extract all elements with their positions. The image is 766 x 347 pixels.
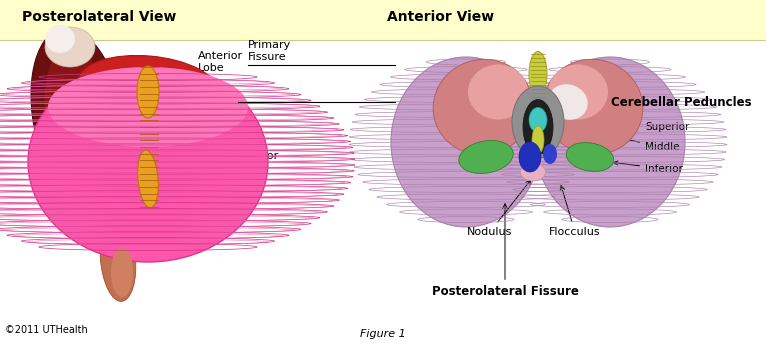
Ellipse shape: [529, 108, 547, 133]
Text: Cerebellar Peduncles: Cerebellar Peduncles: [611, 95, 752, 109]
Text: Flocculus: Flocculus: [549, 186, 601, 237]
Ellipse shape: [468, 65, 528, 119]
Ellipse shape: [137, 66, 159, 118]
Ellipse shape: [566, 143, 614, 171]
Text: Figure 1: Figure 1: [360, 329, 406, 339]
Text: Nodulus: Nodulus: [467, 180, 531, 237]
Text: Vermis: Vermis: [155, 97, 236, 111]
Ellipse shape: [532, 126, 544, 154]
Text: Anterior
Lobe: Anterior Lobe: [159, 51, 243, 77]
Text: Posterior
Lobe: Posterior Lobe: [199, 151, 280, 173]
Ellipse shape: [512, 86, 564, 158]
Ellipse shape: [138, 150, 159, 208]
Ellipse shape: [100, 217, 136, 301]
Ellipse shape: [519, 142, 541, 172]
Ellipse shape: [543, 144, 557, 164]
Ellipse shape: [391, 57, 541, 227]
Text: Posterolateral View: Posterolateral View: [22, 10, 177, 24]
Ellipse shape: [44, 42, 100, 162]
Ellipse shape: [78, 56, 218, 117]
Bar: [0, 0, 766, 40]
Ellipse shape: [48, 67, 248, 147]
Ellipse shape: [45, 25, 75, 53]
Ellipse shape: [45, 27, 95, 67]
Ellipse shape: [28, 62, 268, 262]
Ellipse shape: [459, 141, 513, 174]
Ellipse shape: [433, 59, 533, 155]
Ellipse shape: [535, 57, 685, 227]
Text: ©2011 UTHealth: ©2011 UTHealth: [5, 325, 88, 335]
Ellipse shape: [521, 163, 545, 181]
Ellipse shape: [548, 84, 588, 120]
Ellipse shape: [548, 65, 608, 119]
Text: Posterolateral Fissure: Posterolateral Fissure: [431, 204, 578, 298]
Ellipse shape: [529, 51, 547, 96]
Text: Inferior: Inferior: [614, 161, 683, 174]
Text: Superior: Superior: [624, 114, 689, 132]
Ellipse shape: [543, 59, 643, 155]
Ellipse shape: [523, 100, 553, 154]
Text: Middle: Middle: [619, 137, 679, 152]
Text: Primary
Fissure: Primary Fissure: [248, 40, 291, 62]
Ellipse shape: [31, 28, 125, 206]
Ellipse shape: [111, 247, 133, 297]
Text: Anterior View: Anterior View: [387, 10, 494, 24]
